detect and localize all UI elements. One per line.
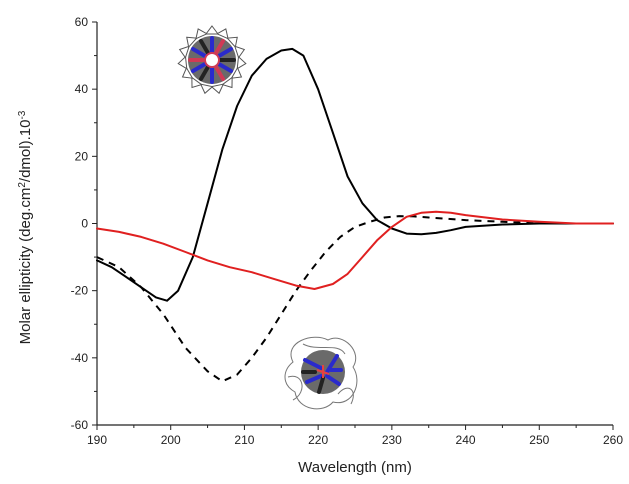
- x-tick-label: 230: [382, 433, 402, 447]
- y-tick-label: -20: [71, 284, 89, 298]
- cd-curve-dashed-black: [96, 215, 613, 383]
- y-axis-title-middle: /dmol).10: [17, 120, 34, 183]
- y-tick-label: -60: [71, 418, 89, 432]
- x-axis-title: Wavelength (nm): [298, 459, 412, 476]
- x-tick-label: 200: [161, 433, 181, 447]
- x-tick-label: 210: [234, 433, 254, 447]
- y-axis-title-sup2: -3: [17, 110, 28, 119]
- y-axis-title-sup1: 2: [17, 182, 28, 188]
- y-tick-label: -40: [71, 351, 89, 365]
- y-tick-label: 0: [81, 217, 88, 231]
- x-tick-label: 190: [87, 433, 107, 447]
- x-tick-label: 240: [456, 433, 476, 447]
- y-tick-label: 60: [75, 15, 89, 29]
- helical-wheel-structure-image-top: [177, 25, 247, 95]
- cd-curve-solid-red: [96, 210, 614, 290]
- y-axis-title-prefix: Molar ellipticity (deg.cm: [17, 188, 34, 345]
- x-tick-label: 220: [308, 433, 328, 447]
- x-tick-label: 260: [603, 433, 623, 447]
- y-tick-label: 20: [75, 149, 89, 163]
- x-tick-label: 250: [529, 433, 549, 447]
- random-coil-structure-image-bottom: [284, 336, 358, 410]
- y-tick-label: 40: [75, 82, 89, 96]
- y-axis-title: Molar ellipticity (deg.cm2/dmol).10-3: [17, 110, 35, 344]
- cd-curve-solid-black: [96, 47, 614, 302]
